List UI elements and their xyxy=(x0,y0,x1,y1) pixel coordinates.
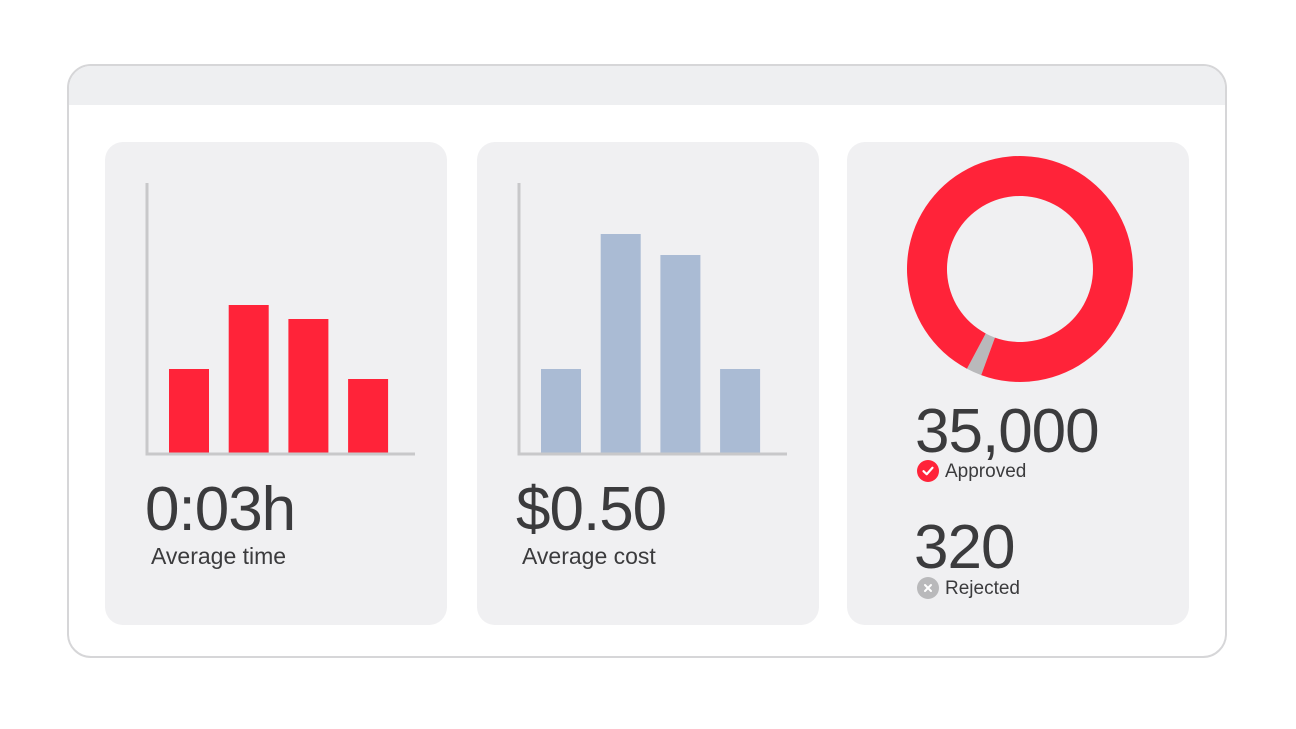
approval-donut-chart xyxy=(907,155,1133,382)
donut-slice-rejected xyxy=(966,333,995,376)
approved-status: Approved xyxy=(917,460,1026,482)
rejected-status: Rejected xyxy=(917,577,1020,599)
bar-4 xyxy=(348,379,389,453)
average-cost-bar-chart xyxy=(517,183,787,456)
average-time-card: 0:03h Average time xyxy=(105,142,447,625)
average-cost-card: $0.50 Average cost xyxy=(477,142,819,625)
bar-1 xyxy=(169,369,209,453)
average-time-value: 0:03h xyxy=(145,475,296,544)
window-titlebar xyxy=(69,66,1225,105)
rejected-label: Rejected xyxy=(945,577,1020,599)
average-cost-value: $0.50 xyxy=(516,475,667,544)
bar-2 xyxy=(600,234,641,453)
average-cost-label: Average cost xyxy=(522,543,656,569)
bar-3 xyxy=(660,255,701,453)
rejected-count: 320 xyxy=(914,513,1015,582)
average-time-label: Average time xyxy=(151,543,287,569)
approval-card: 35,000 Approved 320 Rejected xyxy=(847,142,1189,625)
approved-label: Approved xyxy=(945,460,1027,482)
approved-count: 35,000 xyxy=(915,397,1100,466)
bar-4 xyxy=(720,369,761,453)
bar-2 xyxy=(228,305,269,453)
bar-3 xyxy=(288,319,329,453)
donut-slice-approved xyxy=(907,155,1133,382)
average-time-bar-chart xyxy=(145,183,415,456)
bar-1 xyxy=(541,369,581,453)
x-circle-icon xyxy=(917,577,939,599)
dashboard-window: 0:03h Average time $0.50 Average cost 35… xyxy=(67,64,1227,658)
check-circle-icon xyxy=(917,460,939,482)
